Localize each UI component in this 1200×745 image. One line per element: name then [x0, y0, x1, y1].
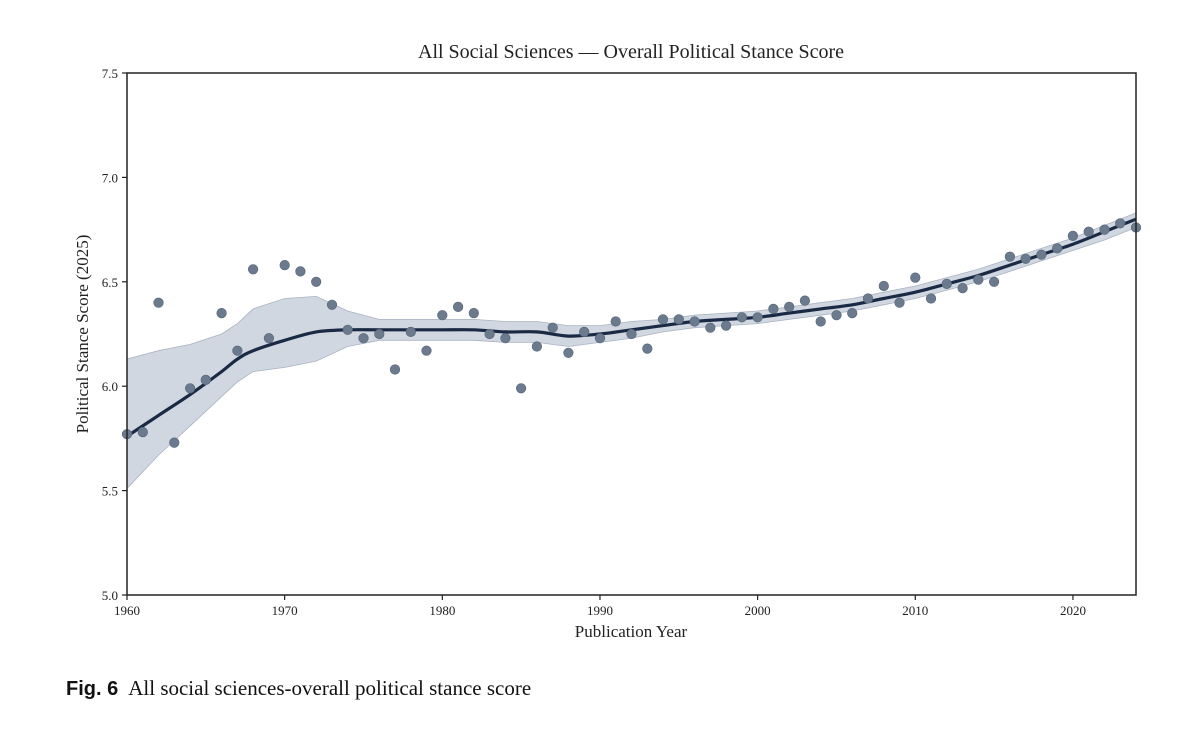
scatter-points-layer: [121, 218, 1142, 448]
scatter-point: [736, 312, 748, 323]
scatter-point: [594, 333, 606, 344]
x-tick-label: 2010: [902, 603, 928, 618]
scatter-point: [642, 343, 653, 354]
x-tick-label: 2000: [745, 603, 771, 618]
scatter-point: [768, 303, 779, 315]
scatter-point: [216, 308, 227, 319]
scatter-point: [799, 295, 811, 306]
y-tick-label: 5.5: [102, 484, 118, 499]
scatter-point: [988, 276, 1000, 287]
scatter-point: [563, 347, 574, 358]
scatter-point: [831, 310, 842, 321]
scatter-point: [358, 333, 369, 344]
x-axis-label: Publication Year: [575, 622, 688, 641]
y-tick-label: 7.0: [102, 170, 118, 185]
scatter-point: [673, 314, 684, 325]
scatter-point: [1036, 249, 1047, 260]
scatter-point: [279, 260, 290, 271]
scatter-point: [815, 316, 826, 327]
y-tick-label: 6.0: [102, 379, 118, 394]
scatter-point: [389, 364, 401, 375]
x-tick-label: 1990: [587, 603, 613, 618]
y-axis-label: Political Stance Score (2025): [73, 235, 92, 434]
scatter-point: [894, 297, 905, 308]
scatter-point: [453, 301, 464, 313]
plot-frame: [126, 72, 1137, 596]
figure-caption: Fig. 6 All social sciences-overall politi…: [66, 676, 531, 701]
scatter-point: [1004, 251, 1016, 262]
scatter-point: [137, 427, 148, 438]
scatter-point: [579, 326, 590, 338]
x-tick-label: 2020: [1060, 603, 1086, 618]
scatter-point: [531, 341, 543, 352]
scatter-point: [910, 272, 921, 283]
figure-caption-text: All social sciences-overall political st…: [128, 676, 532, 700]
scatter-point: [941, 278, 952, 290]
x-axis-ticks: 1960 1970 1980 1990 2000 2010 2020: [114, 595, 1086, 618]
scatter-point: [1083, 226, 1094, 237]
scatter-point: [1020, 253, 1031, 264]
x-tick-label: 1980: [429, 603, 455, 618]
scatter-point: [263, 333, 275, 344]
scatter-point: [232, 345, 243, 356]
scatter-point: [689, 316, 700, 327]
chart-title: All Social Sciences — Overall Political …: [418, 41, 844, 63]
scatter-point: [957, 283, 968, 294]
scatter-point: [326, 299, 338, 310]
scatter-point: [1052, 243, 1063, 254]
scatter-point: [342, 324, 353, 335]
scatter-point: [484, 328, 495, 340]
figure-label: Fig. 6: [66, 678, 119, 700]
scatter-point: [1115, 218, 1126, 229]
scatter-point: [295, 266, 306, 277]
scatter-point: [248, 264, 259, 275]
scatter-point: [657, 314, 669, 325]
scatter-point: [752, 312, 763, 323]
scatter-point: [169, 437, 180, 448]
confidence-band: [127, 212, 1136, 490]
scatter-point: [925, 293, 937, 304]
scatter-point: [720, 320, 732, 331]
confidence-band-layer: [127, 212, 1136, 490]
x-tick-label: 1970: [272, 603, 298, 618]
scatter-point: [610, 316, 621, 327]
x-tick-label: 1960: [114, 603, 140, 618]
scatter-point: [878, 280, 889, 292]
scatter-point: [200, 374, 211, 386]
y-axis-ticks: 5.0 5.5 6.0 6.5 7.0 7.5: [102, 66, 127, 603]
y-tick-label: 6.5: [102, 275, 118, 290]
scatter-point: [973, 274, 984, 285]
scatter-point: [153, 297, 164, 308]
scatter-point: [626, 328, 637, 340]
trend-line: [127, 217, 1136, 438]
scatter-point: [515, 383, 527, 394]
scatter-point: [185, 383, 196, 394]
chart: All Social Sciences — Overall Political …: [73, 41, 1142, 641]
scatter-point: [547, 322, 558, 333]
trend-line-layer: [127, 217, 1136, 438]
scatter-point: [405, 326, 416, 338]
scatter-point: [847, 308, 858, 319]
scatter-point: [1067, 230, 1078, 241]
scatter-point: [311, 276, 322, 287]
y-tick-label: 5.0: [102, 588, 118, 603]
scatter-point: [468, 308, 479, 319]
scatter-point: [500, 333, 511, 344]
scatter-point: [421, 345, 432, 356]
scatter-point: [374, 328, 385, 340]
scatter-point: [437, 310, 448, 321]
y-tick-label: 7.5: [102, 66, 118, 81]
scatter-point: [705, 322, 716, 333]
scatter-point: [862, 293, 874, 304]
scatter-point: [1099, 224, 1110, 235]
scatter-point: [784, 301, 795, 313]
